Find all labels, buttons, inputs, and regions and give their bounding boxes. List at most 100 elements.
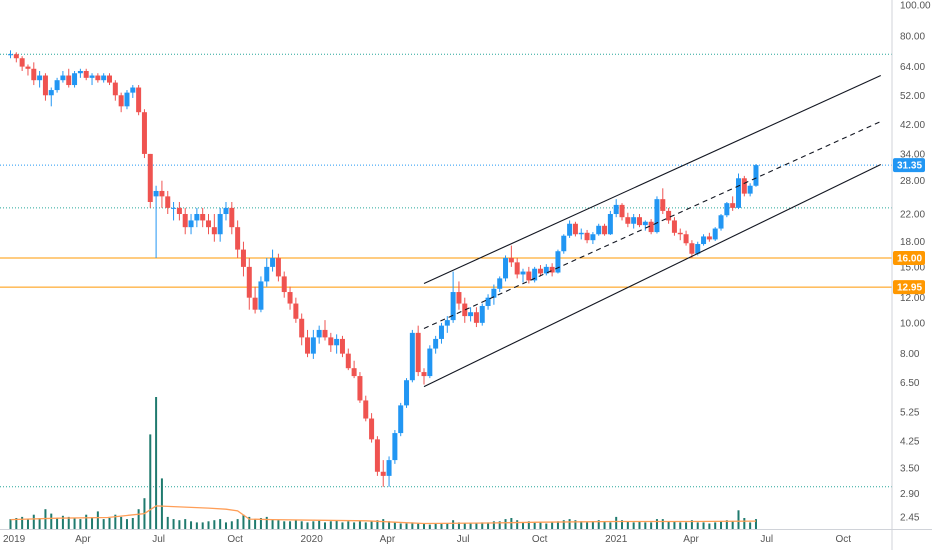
volume-bar: [754, 519, 757, 529]
candle-body: [305, 337, 311, 354]
candle-body: [252, 297, 258, 310]
volume-bar: [15, 518, 18, 529]
candle-body: [648, 221, 654, 233]
volume-bar: [67, 516, 70, 529]
volume-bar: [271, 519, 274, 529]
candle-body: [281, 276, 287, 293]
volume-bar: [388, 521, 391, 529]
price-tick-label: 28.00: [900, 176, 925, 187]
candle-body: [747, 185, 753, 194]
volume-bar: [632, 522, 635, 529]
volume-bar: [457, 522, 460, 529]
volume-bar: [347, 521, 350, 529]
candle-body: [625, 217, 631, 224]
candle-body: [310, 337, 316, 354]
price-tick-label: 52.00: [900, 91, 925, 102]
volume-bar: [120, 516, 123, 529]
candle-body: [66, 75, 72, 86]
price-tick-label: 8.00: [900, 349, 920, 360]
candle-body: [223, 207, 229, 215]
candle-body: [345, 353, 351, 369]
volume-bar: [731, 521, 734, 529]
volume-bar: [26, 519, 29, 529]
candle-body: [339, 338, 345, 354]
time-tick-label: 2021: [605, 534, 628, 545]
volume-bar: [207, 521, 210, 529]
volume-bar: [685, 522, 688, 529]
volume-bar: [714, 522, 717, 529]
candle-body: [334, 338, 340, 346]
volume-bar: [248, 516, 251, 529]
candle-body: [287, 292, 293, 304]
price-tick-label: 2.90: [900, 489, 920, 500]
candle-body: [450, 292, 456, 321]
candle-body: [631, 217, 637, 224]
volume-bar: [195, 522, 198, 529]
volume-bar: [312, 521, 315, 529]
candle-body: [270, 257, 276, 267]
volume-bar: [545, 523, 548, 529]
price-tag-label: 31.35: [897, 161, 922, 172]
candle-body: [462, 303, 468, 317]
candle-body: [275, 257, 281, 277]
volume-bar: [213, 520, 216, 529]
volume-bar: [376, 520, 379, 529]
volume-bar: [125, 519, 128, 529]
price-tick-label: 12.00: [900, 293, 925, 304]
volume-bar: [737, 510, 740, 529]
candle-body: [211, 227, 217, 235]
candle-body: [188, 220, 194, 228]
candle-body: [543, 266, 549, 274]
candle-body: [118, 95, 124, 107]
price-tag-label: 16.00: [897, 253, 922, 264]
volume-bar: [358, 521, 361, 529]
volume-bar: [224, 522, 227, 529]
candle-body: [25, 66, 31, 69]
price-tick-label: 100.00: [900, 1, 931, 12]
candle-body: [532, 268, 538, 281]
volume-bar: [91, 518, 94, 529]
volume-bar: [463, 523, 466, 529]
candle-body: [398, 405, 404, 434]
candle-body: [7, 54, 13, 56]
volume-bar: [178, 520, 181, 529]
volume-bar: [254, 519, 257, 529]
volume-bar: [184, 519, 187, 529]
time-tick-label: Jul: [760, 534, 773, 545]
candle-body: [246, 266, 252, 298]
volume-bar: [265, 516, 268, 529]
time-tick-label: Jul: [152, 534, 165, 545]
time-tick-label: 2019: [3, 534, 26, 545]
volume-bar: [568, 519, 571, 529]
candle-body: [54, 80, 60, 91]
price-tick-label: 10.00: [900, 318, 925, 329]
candle-body: [240, 249, 246, 267]
volume-bar: [393, 522, 396, 529]
candle-body: [438, 325, 444, 339]
candle-body: [479, 305, 485, 323]
volume-bar: [353, 522, 356, 529]
candle-body: [473, 312, 479, 323]
volume-bar: [597, 520, 600, 529]
candle-body: [572, 223, 578, 235]
volume-bar: [679, 522, 682, 529]
volume-bar: [50, 513, 53, 529]
candle-body: [508, 257, 514, 263]
volume-bar: [38, 518, 41, 529]
volume-bar: [615, 516, 618, 529]
candle-body: [444, 320, 450, 326]
price-tags: 31.35 16.00 12.95: [893, 158, 925, 295]
candle-body: [514, 262, 520, 275]
volume-bar: [580, 521, 583, 529]
volume-bar: [417, 523, 420, 529]
candle-body: [730, 203, 736, 208]
candle-body: [666, 210, 672, 221]
candle-body: [136, 87, 142, 113]
candle-body: [369, 418, 375, 440]
volume-bar: [673, 521, 676, 529]
candle-body: [316, 329, 322, 338]
volume-bar: [9, 519, 12, 529]
volume-bar: [440, 523, 443, 529]
candle-body: [724, 203, 730, 216]
horizontal-levels: [0, 53, 892, 488]
